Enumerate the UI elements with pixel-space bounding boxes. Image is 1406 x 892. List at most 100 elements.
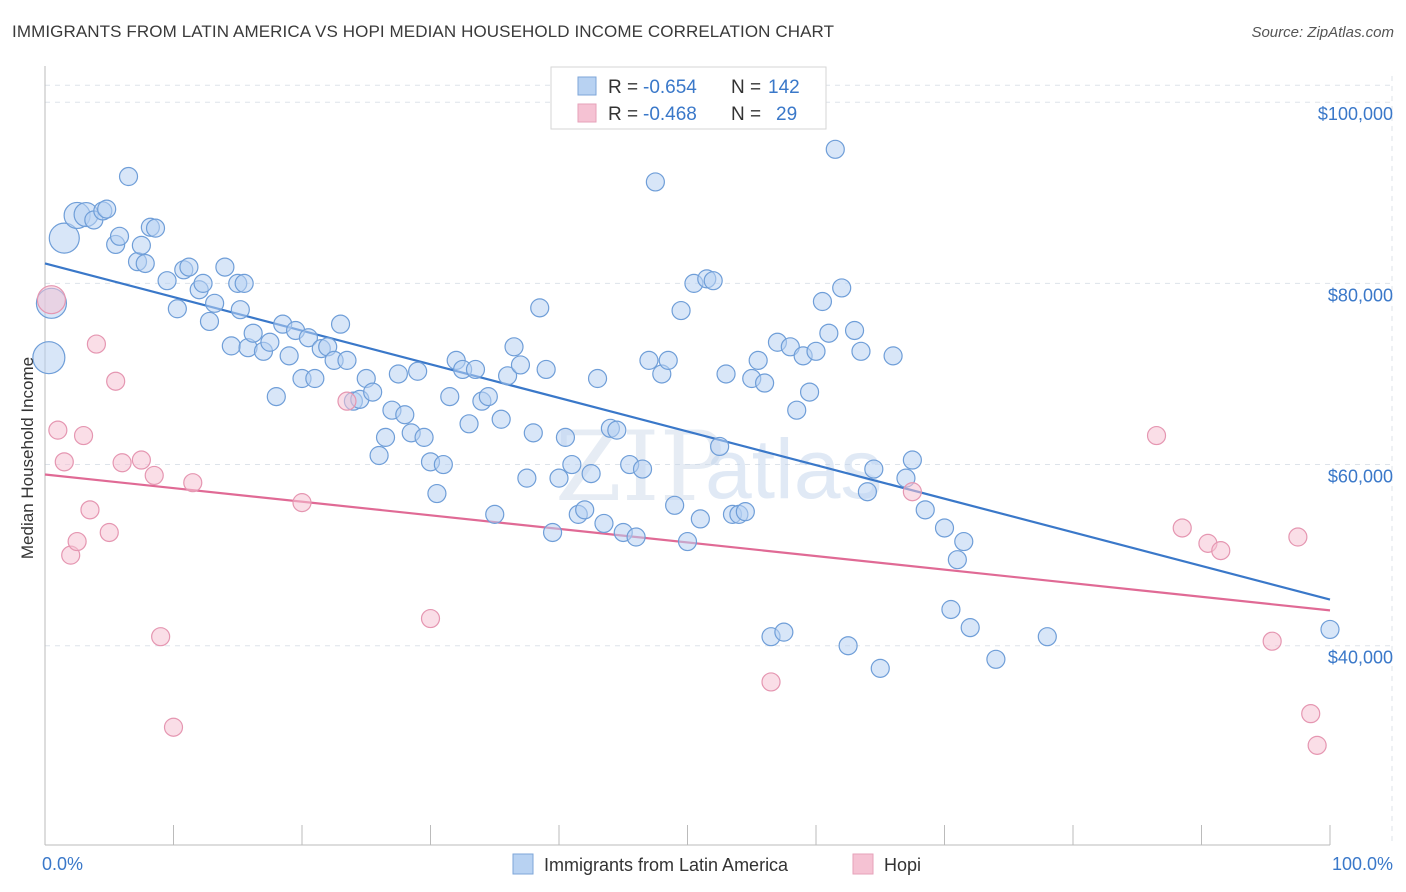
latin-america-point xyxy=(491,409,511,429)
hopi-point xyxy=(80,500,100,520)
latin-america-point xyxy=(498,366,518,386)
latin-america-point xyxy=(735,502,755,522)
grid-lines xyxy=(45,76,1393,845)
series-legend: Immigrants from Latin America Hopi xyxy=(512,853,921,875)
latin-america-point xyxy=(658,350,678,370)
latin-america-point xyxy=(504,337,524,357)
hopi-point xyxy=(54,452,74,472)
latin-america-point xyxy=(542,522,563,543)
latin-america-point xyxy=(645,172,665,192)
latin-america-point xyxy=(1320,619,1340,640)
latin-america-point xyxy=(819,323,839,343)
latin-america-point xyxy=(48,222,80,254)
latin-america-point xyxy=(414,427,434,447)
latin-america-point xyxy=(883,346,903,366)
latin-america-point xyxy=(433,454,453,475)
x-tick-label-max: 100.0% xyxy=(1332,854,1393,874)
bottom-legend-swatch-blue xyxy=(512,853,534,875)
latin-america-point xyxy=(902,450,922,470)
latin-america-point xyxy=(298,328,319,348)
hopi-point xyxy=(1307,735,1327,755)
hopi-point xyxy=(112,453,132,473)
latin-america-point xyxy=(234,273,254,293)
hopi-point xyxy=(73,425,94,446)
latin-america-point xyxy=(230,300,250,320)
latin-america-point xyxy=(440,387,460,407)
hopi-point xyxy=(48,420,68,440)
latin-america-point xyxy=(703,271,723,291)
legend-swatch-pink xyxy=(577,103,597,123)
correlation-legend: R = -0.654 N = 142 R = -0.468 N = 29 xyxy=(550,66,827,130)
latin-america-point xyxy=(243,323,263,343)
latin-america-point xyxy=(305,368,325,389)
y-tick-labels: $40,000 $60,000 $80,000 $100,000 xyxy=(1318,104,1393,667)
latin-america-point xyxy=(395,405,415,425)
hopi-point xyxy=(67,531,87,552)
latin-america-point xyxy=(594,513,614,534)
hopi-point xyxy=(1288,527,1308,547)
legend-n-label-2: N = xyxy=(731,104,761,125)
latin-america-point xyxy=(581,464,601,484)
latin-america-point xyxy=(118,166,139,187)
latin-america-point xyxy=(748,350,768,370)
data-points xyxy=(32,139,1340,755)
y-tick-label: $40,000 xyxy=(1328,648,1393,668)
latin-america-point xyxy=(632,459,653,479)
latin-america-point xyxy=(774,622,794,642)
latin-america-point xyxy=(857,482,878,502)
latin-america-point xyxy=(459,414,479,434)
latin-america-point xyxy=(517,468,537,488)
hopi-point xyxy=(1262,631,1282,651)
latin-america-point xyxy=(388,364,408,384)
latin-america-point xyxy=(626,527,646,547)
latin-america-point xyxy=(677,531,698,552)
legend-r-value-1: -0.654 xyxy=(643,77,697,98)
legend-swatch-blue xyxy=(577,76,597,96)
latin-america-point xyxy=(199,311,220,332)
x-tick-label-min: 0.0% xyxy=(42,854,83,874)
hopi-point xyxy=(106,371,126,391)
latin-america-point xyxy=(671,300,691,321)
latin-america-point xyxy=(799,382,820,402)
latin-america-point xyxy=(135,253,155,274)
latin-america-point xyxy=(812,291,833,312)
latin-america-point xyxy=(215,257,235,277)
legend-n-value-1: 142 xyxy=(768,77,800,98)
latin-america-point xyxy=(639,350,659,370)
latin-america-point xyxy=(555,427,576,447)
latin-america-trend-line xyxy=(44,262,1331,601)
latin-america-point xyxy=(832,278,852,298)
latin-america-point xyxy=(536,359,556,380)
y-tick-label: $100,000 xyxy=(1318,104,1393,124)
latin-america-point xyxy=(844,320,865,341)
latin-america-point xyxy=(587,368,608,389)
y-tick-label: $80,000 xyxy=(1328,285,1393,305)
latin-america-point xyxy=(954,531,974,552)
latin-america-point xyxy=(787,400,807,420)
hopi-point xyxy=(420,608,441,629)
latin-america-point xyxy=(562,454,582,475)
hopi-point xyxy=(151,627,171,647)
hopi-point xyxy=(902,482,922,502)
latin-america-point xyxy=(915,500,935,520)
legend-n-value-2: 29 xyxy=(776,104,797,125)
latin-america-point xyxy=(167,299,187,319)
latin-america-point xyxy=(32,341,66,375)
latin-america-point xyxy=(478,387,498,407)
latin-america-point xyxy=(157,271,177,291)
latin-america-point xyxy=(825,139,845,159)
hopi-point xyxy=(1146,425,1167,446)
latin-america-point xyxy=(530,298,550,318)
latin-america-point xyxy=(193,273,213,293)
latin-america-point xyxy=(109,226,130,246)
axes xyxy=(44,66,1331,846)
latin-america-point xyxy=(960,618,980,638)
latin-america-point xyxy=(934,518,955,538)
bottom-legend-swatch-pink xyxy=(852,853,874,875)
latin-america-point xyxy=(465,359,486,380)
latin-america-point xyxy=(260,332,280,352)
chart-source: Source: ZipAtlas.com xyxy=(1251,24,1394,41)
legend-r-label-1: R = xyxy=(608,77,638,98)
latin-america-point xyxy=(710,436,730,457)
latin-america-point xyxy=(369,445,389,466)
